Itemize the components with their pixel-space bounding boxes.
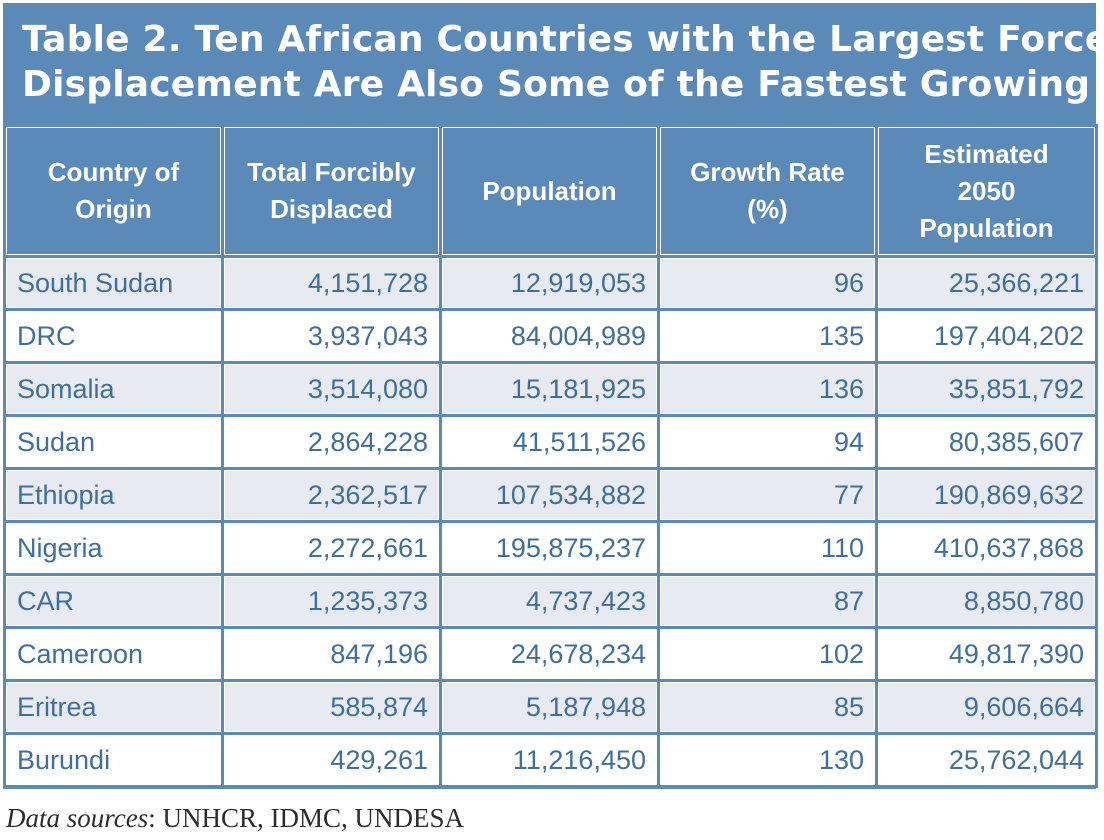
column-header-country: Country of Origin (6, 127, 221, 255)
cell-estimated-2050-population: 25,366,221 (878, 258, 1095, 308)
column-header-line: Population (482, 175, 617, 206)
cell-estimated-2050-population: 49,817,390 (878, 629, 1095, 679)
column-header-line: Estimated (924, 138, 1049, 169)
cell-country: Burundi (6, 735, 221, 785)
column-header-line: 2050 (957, 175, 1016, 206)
cell-country: Sudan (6, 417, 221, 467)
cell-estimated-2050-population: 80,385,607 (878, 417, 1095, 467)
table-body: South Sudan 4,151,728 12,919,053 96 25,366,2… (6, 258, 1095, 785)
cell-country: Cameroon (6, 629, 221, 679)
cell-population: 84,004,989 (442, 311, 657, 361)
column-header-line: Country of (47, 157, 180, 187)
cell-population: 107,534,882 (442, 470, 657, 520)
cell-total-displaced: 585,874 (224, 682, 439, 732)
cell-total-displaced: 3,937,043 (224, 311, 439, 361)
column-header-growth-rate: Growth Rate (%) (660, 127, 875, 255)
cell-estimated-2050-population: 410,637,868 (878, 523, 1095, 573)
table-row: Ethiopia 2,362,517 107,534,882 77 190,869,63… (6, 470, 1095, 520)
column-header-line: (%) (747, 194, 788, 224)
cell-total-displaced: 2,864,228 (224, 417, 439, 467)
cell-estimated-2050-population: 197,404,202 (878, 311, 1095, 361)
column-header-line: Population (919, 212, 1054, 243)
displacement-table: Country of Origin Total Forcibly Displac… (3, 124, 1098, 788)
cell-total-displaced: 2,272,661 (224, 523, 439, 573)
cell-total-displaced: 2,362,517 (224, 470, 439, 520)
cell-population: 4,737,423 (442, 576, 657, 626)
cell-population: 12,919,053 (442, 258, 657, 308)
data-sources-note: Data sources: UNHCR, IDMC, UNDESA (6, 803, 464, 834)
column-header-population: Population (442, 127, 657, 255)
table-row: CAR 1,235,373 4,737,423 87 8,850,780 (6, 576, 1095, 626)
cell-growth-rate: 87 (660, 576, 875, 626)
column-header-line: Origin (75, 194, 152, 224)
data-sources-text: : UNHCR, IDMC, UNDESA (148, 803, 465, 833)
cell-country: CAR (6, 576, 221, 626)
cell-growth-rate: 130 (660, 735, 875, 785)
cell-country: Somalia (6, 364, 221, 414)
cell-total-displaced: 3,514,080 (224, 364, 439, 414)
cell-total-displaced: 847,196 (224, 629, 439, 679)
cell-country: Ethiopia (6, 470, 221, 520)
table-row: Burundi 429,261 11,216,450 130 25,762,044 (6, 735, 1095, 785)
table-figure: Table 2. Ten African Countries with the … (3, 3, 1104, 789)
table-title-line-1: Table 2. Ten African Countries with the … (22, 19, 1104, 60)
table-row: Sudan 2,864,228 41,511,526 94 80,385,607 (6, 417, 1095, 467)
cell-growth-rate: 136 (660, 364, 875, 414)
cell-estimated-2050-population: 9,606,664 (878, 682, 1095, 732)
table-header-row: Country of Origin Total Forcibly Displac… (6, 127, 1095, 255)
cell-population: 195,875,237 (442, 523, 657, 573)
cell-estimated-2050-population: 8,850,780 (878, 576, 1095, 626)
cell-population: 24,678,234 (442, 629, 657, 679)
column-header-line: Total Forcibly (247, 157, 416, 187)
cell-country: South Sudan (6, 258, 221, 308)
cell-total-displaced: 4,151,728 (224, 258, 439, 308)
cell-estimated-2050-population: 35,851,792 (878, 364, 1095, 414)
data-sources-label: Data sources (6, 803, 149, 833)
table-row: DRC 3,937,043 84,004,989 135 197,404,202 (6, 311, 1095, 361)
table-title: Table 2. Ten African Countries with the … (3, 3, 1104, 124)
cell-growth-rate: 77 (660, 470, 875, 520)
table-row: South Sudan 4,151,728 12,919,053 96 25,366,2… (6, 258, 1095, 308)
cell-growth-rate: 96 (660, 258, 875, 308)
cell-growth-rate: 110 (660, 523, 875, 573)
cell-population: 41,511,526 (442, 417, 657, 467)
cell-estimated-2050-population: 190,869,632 (878, 470, 1095, 520)
cell-country: Nigeria (6, 523, 221, 573)
cell-growth-rate: 85 (660, 682, 875, 732)
cell-growth-rate: 94 (660, 417, 875, 467)
table-title-line-2: Displacement Are Also Some of the Fastes… (22, 64, 1091, 105)
column-header-estimated-2050: Estimated 2050 Population (878, 127, 1095, 255)
column-header-displaced: Total Forcibly Displaced (224, 127, 439, 255)
cell-total-displaced: 1,235,373 (224, 576, 439, 626)
cell-estimated-2050-population: 25,762,044 (878, 735, 1095, 785)
column-header-line: Displaced (270, 194, 393, 224)
cell-population: 11,216,450 (442, 735, 657, 785)
cell-growth-rate: 135 (660, 311, 875, 361)
table-row: Somalia 3,514,080 15,181,925 136 35,851,792 (6, 364, 1095, 414)
column-header-line: Growth Rate (690, 157, 845, 187)
table-row: Eritrea 585,874 5,187,948 85 9,606,664 (6, 682, 1095, 732)
table-row: Nigeria 2,272,661 195,875,237 110 410,637,86… (6, 523, 1095, 573)
cell-total-displaced: 429,261 (224, 735, 439, 785)
table-row: Cameroon 847,196 24,678,234 102 49,817,390 (6, 629, 1095, 679)
cell-country: DRC (6, 311, 221, 361)
cell-growth-rate: 102 (660, 629, 875, 679)
cell-population: 15,181,925 (442, 364, 657, 414)
cell-country: Eritrea (6, 682, 221, 732)
cell-population: 5,187,948 (442, 682, 657, 732)
